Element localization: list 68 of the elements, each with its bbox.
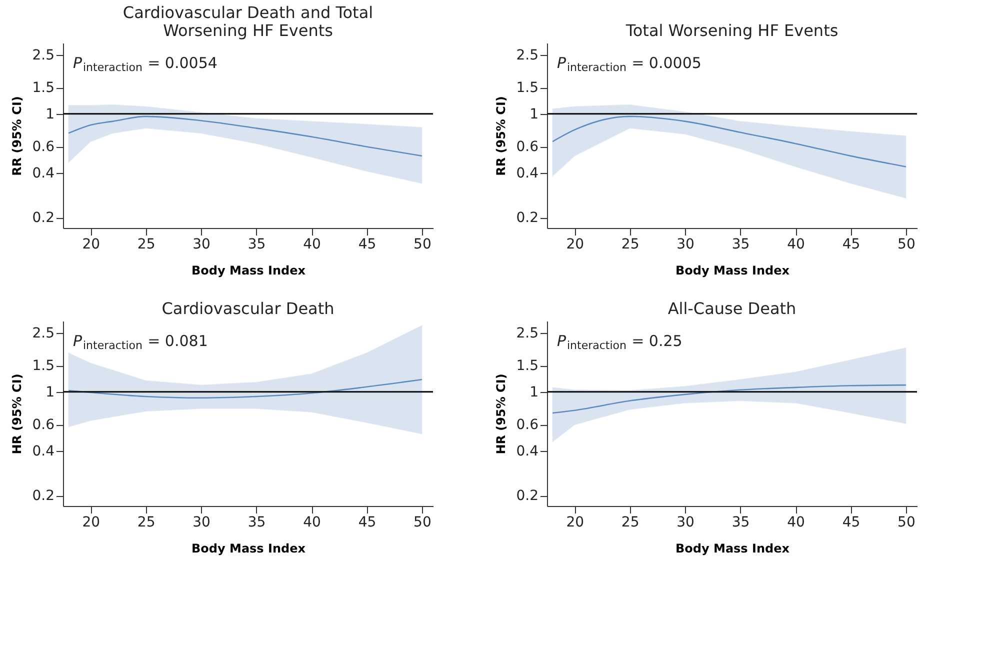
y-axis-title: HR (95% CI): [10, 374, 24, 454]
x-tick-label: 25: [137, 236, 156, 252]
y-tick-label: 0.6: [516, 139, 539, 156]
y-tick-label: 0.4: [516, 443, 539, 460]
x-tick-label: 30: [676, 236, 694, 252]
y-tick-label: 0.4: [32, 165, 55, 182]
x-tick-label: 25: [621, 236, 640, 252]
y-tick-label: 0.4: [32, 443, 55, 460]
y-tick-label: 2.5: [516, 325, 538, 342]
x-tick-label: 40: [787, 514, 805, 530]
x-tick-label: 20: [82, 514, 100, 530]
x-tick-label: 25: [621, 514, 640, 530]
y-axis-title: RR (95% CI): [10, 96, 24, 176]
line-series: [68, 378, 423, 399]
x-tick-label: 35: [732, 236, 750, 252]
chart-title: All-Cause Death: [668, 299, 796, 318]
x-tick-label: 20: [566, 236, 584, 252]
y-tick-label: 1.5: [32, 358, 54, 374]
x-axis-title: Body Mass Index: [676, 542, 790, 556]
x-tick-label: 35: [248, 236, 266, 252]
x-tick-label: 40: [787, 236, 805, 252]
y-tick-label: 0.2: [32, 488, 54, 504]
y-tick-label: 1: [46, 384, 54, 400]
y-tick-label: 0.2: [32, 210, 54, 226]
x-tick-label: 30: [192, 236, 210, 252]
y-tick-label: 0.6: [516, 417, 539, 434]
x-axis-title: Body Mass Index: [192, 542, 306, 556]
line-series: [552, 384, 907, 414]
x-tick-label: 30: [192, 514, 210, 530]
x-tick-label: 30: [676, 514, 694, 530]
x-tick-label: 35: [248, 514, 266, 530]
chart-title: Cardiovascular Death and Total Worsening HF Events: [122, 3, 374, 40]
x-tick-label: 50: [414, 514, 432, 530]
x-tick-label: 40: [303, 514, 321, 530]
y-tick-label: 0.2: [516, 210, 538, 226]
y-tick-label: 1: [530, 384, 538, 400]
y-tick-label: 2.5: [516, 47, 538, 64]
y-tick-label: 0.4: [516, 165, 539, 182]
y-tick-label: 1.5: [516, 80, 538, 96]
y-tick-label: 0.6: [32, 417, 55, 434]
y-tick-label: 1.5: [516, 358, 538, 374]
x-axis-title: Body Mass Index: [192, 264, 306, 278]
x-tick-label: 45: [842, 236, 860, 252]
y-tick-label: 2.5: [32, 47, 54, 64]
x-tick-label: 50: [898, 236, 916, 252]
y-axis-title: RR (95% CI): [494, 96, 508, 176]
y-tick-label: 1: [46, 106, 54, 122]
y-tick-label: 0.6: [32, 139, 55, 156]
x-tick-label: 50: [898, 514, 916, 530]
y-tick-label: 2.5: [32, 325, 54, 342]
chart-title: Total Worsening HF Events: [624, 21, 838, 40]
x-tick-label: 50: [414, 236, 432, 252]
x-axis-title: Body Mass Index: [676, 264, 790, 278]
x-tick-label: 45: [358, 514, 376, 530]
x-tick-label: 40: [303, 236, 321, 252]
y-tick-label: 1.5: [32, 80, 54, 96]
y-tick-label: 1: [530, 106, 538, 122]
x-tick-label: 20: [82, 236, 100, 252]
x-tick-label: 35: [732, 514, 750, 530]
x-tick-label: 20: [566, 514, 584, 530]
x-tick-label: 45: [842, 514, 860, 530]
line-series: [68, 116, 423, 157]
x-tick-label: 45: [358, 236, 376, 252]
line-series: [552, 116, 907, 168]
x-tick-label: 25: [137, 514, 156, 530]
chart-title: Cardiovascular Death: [162, 299, 334, 318]
y-tick-label: 0.2: [516, 488, 538, 504]
y-axis-title: HR (95% CI): [494, 374, 508, 454]
